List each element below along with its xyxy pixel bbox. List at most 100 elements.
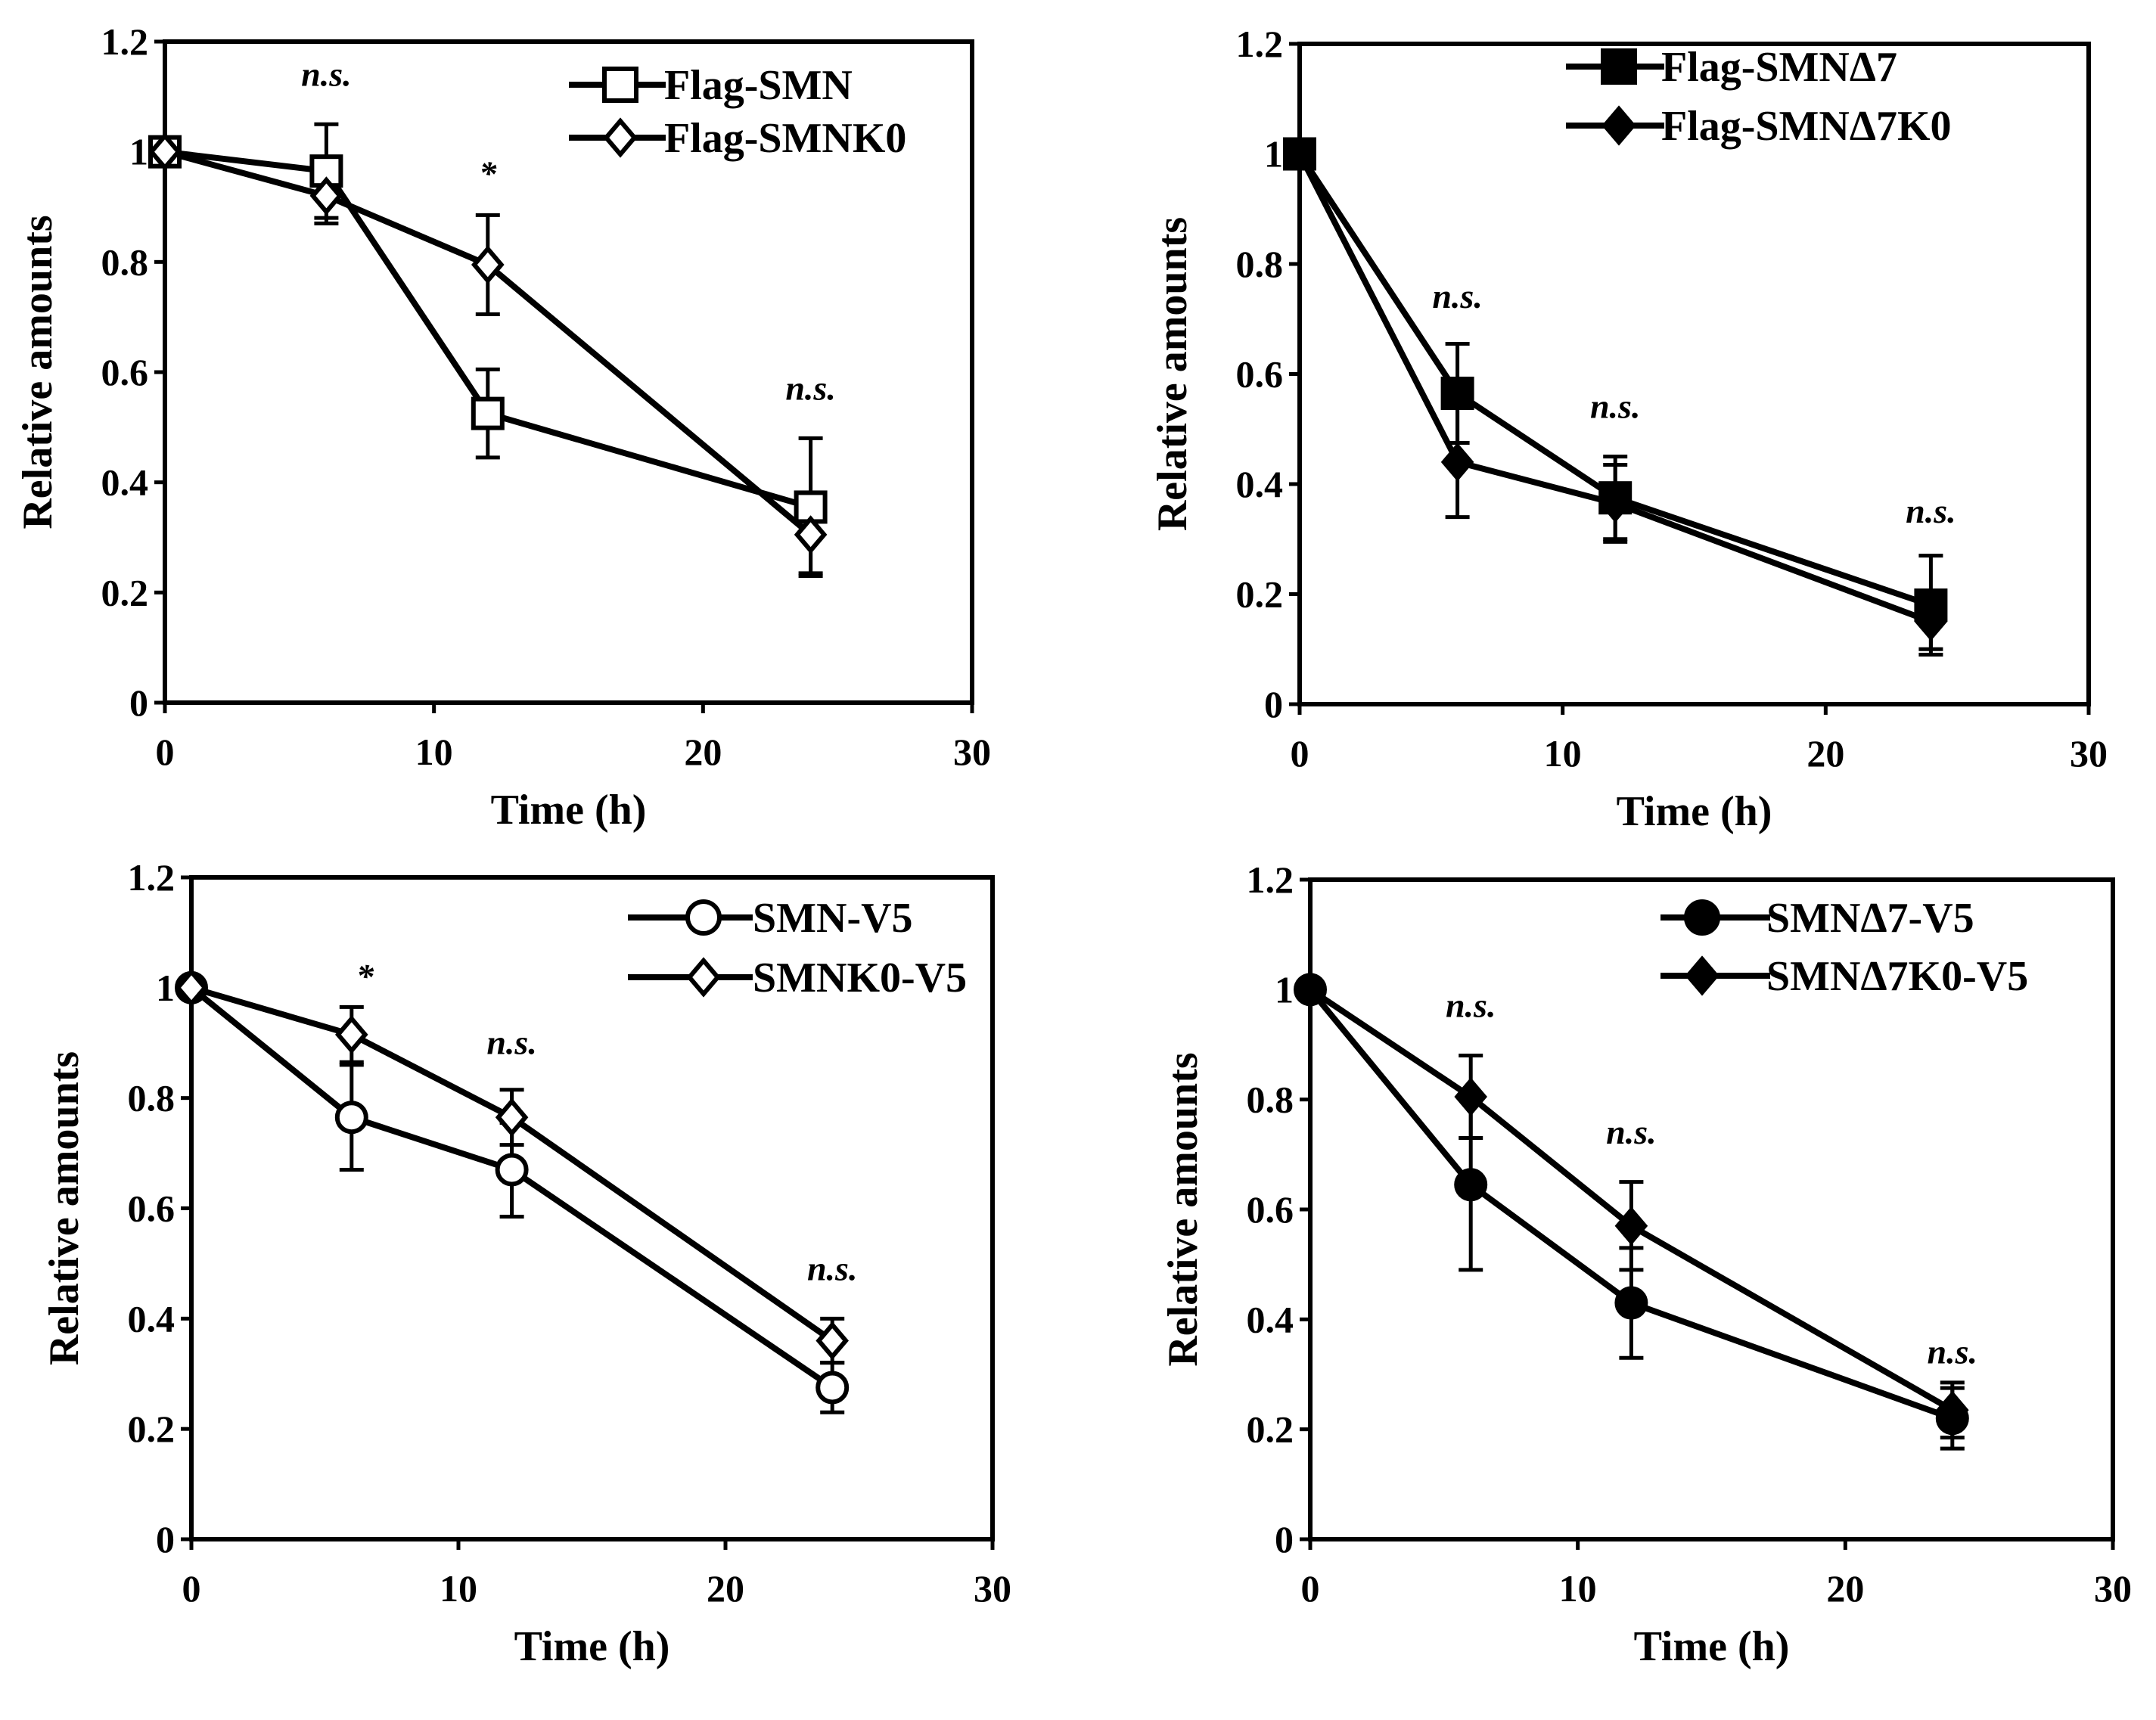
panel-2-xtick-label: 0 [1291, 732, 1309, 775]
panel-4-significance-label: n.s. [1446, 986, 1496, 1025]
panel-1-significance-label: * [479, 154, 497, 192]
panel-2-legend-label: Flag-SMNΔ7K0 [1661, 103, 1952, 150]
panel-1-ytick-label: 1.2 [101, 20, 149, 63]
panel-2-legend-label: Flag-SMNΔ7 [1661, 44, 1897, 91]
panel-3-ytick-label: 1.2 [128, 856, 176, 899]
panel-4-legend-marker [1684, 899, 1720, 936]
panel-4-significance-label: n.s. [1928, 1332, 1977, 1371]
panel-4-series-2-point [1454, 1077, 1487, 1116]
panel-1-ytick-label: 1 [129, 131, 148, 173]
panel-3-x-axis-label: Time (h) [514, 1623, 670, 1670]
panel-1-legend-label: Flag-SMNK0 [664, 115, 906, 162]
panel-3-ytick-label: 1 [156, 967, 175, 1009]
panel-2-ytick-label: 0.6 [1236, 353, 1284, 396]
panel-1-y-axis-label: Relative amounts [14, 215, 61, 529]
panel-4-series-2-point [1936, 1390, 1969, 1430]
panel-3-series-2-line [190, 984, 834, 1343]
panel-1-legend-marker [602, 67, 638, 103]
panel-4-xtick-label: 30 [2094, 1567, 2132, 1610]
panel-4-series-1-point [1614, 1286, 1648, 1320]
panel-4-series-1-line [1307, 987, 1954, 1421]
panel-2-series-2-point [1283, 134, 1316, 174]
panel-1-series-1-line [164, 148, 812, 511]
panel-2-ytick-label: 1.2 [1236, 23, 1284, 65]
panel-1-series-2-line [163, 148, 813, 537]
panel-1-legend-label: Flag-SMN [664, 62, 853, 109]
panel-4-xtick-label: 10 [1559, 1567, 1597, 1610]
panel-3-significance-label: * [356, 957, 374, 995]
panel-4-xtick-label: 0 [1301, 1567, 1320, 1610]
panel-4-series-2-point [1294, 970, 1327, 1009]
panel-1-ytick-label: 0.2 [101, 571, 149, 613]
panel-1-ytick-label: 0.6 [101, 351, 149, 393]
panel-2-ytick-label: 1 [1264, 133, 1283, 175]
panel-3-xtick-label: 10 [440, 1567, 477, 1610]
panel-2-ytick-label: 0.8 [1236, 243, 1284, 285]
panel-3-series-2-point [815, 1321, 849, 1361]
panel-3-series-1-point [495, 1153, 529, 1187]
panel-2-x-axis-label: Time (h) [1617, 788, 1772, 835]
panel-4-ytick-label: 0.4 [1247, 1298, 1294, 1340]
panel-1-series-1-point [471, 396, 505, 430]
panel-1-x-axis-label: Time (h) [491, 787, 647, 834]
panel-3-xtick-label: 0 [182, 1567, 201, 1610]
panel-4-ytick-label: 0.8 [1247, 1079, 1294, 1121]
panel-3-series-2-point [175, 968, 208, 1007]
panel-1-xtick-label: 20 [684, 731, 722, 773]
panel-1-series-2-point [794, 515, 828, 554]
panel-3-significance-label: n.s. [807, 1249, 857, 1287]
panel-1-xtick-label: 10 [415, 731, 453, 773]
panel-2-series-2-point [1914, 602, 1948, 641]
panel-2-legend-marker [1601, 105, 1636, 146]
panel-3-series-2-point [335, 1015, 368, 1054]
panel-2-series-1-line [1297, 152, 1932, 608]
panel-4-ytick-label: 0.6 [1247, 1188, 1294, 1231]
panel-2-ytick-label: 0 [1264, 683, 1283, 725]
panel-2-y-axis-label: Relative amounts [1149, 217, 1196, 531]
panel-3-series-1-point [334, 1101, 368, 1135]
panel-2-series-2-point [1440, 442, 1474, 482]
panel-4-series-2-point [1614, 1206, 1648, 1246]
panel-2-ytick-label: 0.4 [1236, 463, 1284, 505]
panel-3-significance-label: n.s. [486, 1023, 536, 1061]
panel-4-legend-label: SMNΔ7-V5 [1766, 895, 1974, 942]
panel-1-significance-label: n.s. [785, 368, 835, 407]
panel-4-series-2-line [1308, 987, 1954, 1413]
panel-1-significance-label: n.s. [301, 54, 351, 93]
panel-1-ytick-label: 0.4 [101, 461, 149, 504]
panel-1-ytick-label: 0 [129, 681, 148, 724]
panel-1-series-2-point [148, 132, 182, 172]
panel-3-series-1-line [189, 985, 834, 1390]
panel-4-ytick-label: 0 [1275, 1518, 1294, 1560]
panel-2-significance-label: n.s. [1906, 492, 1956, 530]
panel-2-significance-label: n.s. [1590, 387, 1640, 426]
panel-2-legend-marker [1601, 48, 1637, 85]
panel-2-xtick-label: 30 [2070, 732, 2108, 775]
panel-3-legend-label: SMNK0-V5 [753, 955, 967, 1001]
panel-4-series-1-point [1454, 1168, 1488, 1202]
panel-3-series-2-point [495, 1098, 529, 1137]
panel-4-legend-marker [1685, 955, 1720, 996]
panel-1-xtick-label: 0 [156, 731, 175, 773]
panel-1-series-2-point [309, 176, 343, 216]
panel-4-y-axis-label: Relative amounts [1160, 1052, 1207, 1366]
panel-3-series-1-point [815, 1371, 850, 1405]
panel-3-y-axis-label: Relative amounts [41, 1051, 88, 1365]
panel-2-xtick-label: 20 [1807, 732, 1844, 775]
panel-3-legend-marker [685, 899, 722, 936]
panel-1-legend-marker [603, 117, 638, 158]
panel-4-significance-label: n.s. [1606, 1113, 1656, 1151]
panel-4-legend-label: SMNΔ7K0-V5 [1766, 953, 2028, 1000]
panel-2-series-1-point [1440, 376, 1474, 410]
panel-3-ytick-label: 0 [156, 1518, 175, 1560]
panel-3-legend-label: SMN-V5 [753, 895, 913, 942]
panel-2-ytick-label: 0.2 [1236, 573, 1284, 616]
panel-3-xtick-label: 30 [974, 1567, 1011, 1610]
panel-1-ytick-label: 0.8 [101, 241, 149, 283]
panel-3-legend-marker [686, 957, 721, 998]
panel-3-ytick-label: 0.6 [128, 1188, 176, 1230]
panel-1-series-2-point [471, 245, 505, 284]
panel-4-ytick-label: 1 [1275, 968, 1294, 1011]
panel-2-series-2-line [1297, 152, 1932, 625]
